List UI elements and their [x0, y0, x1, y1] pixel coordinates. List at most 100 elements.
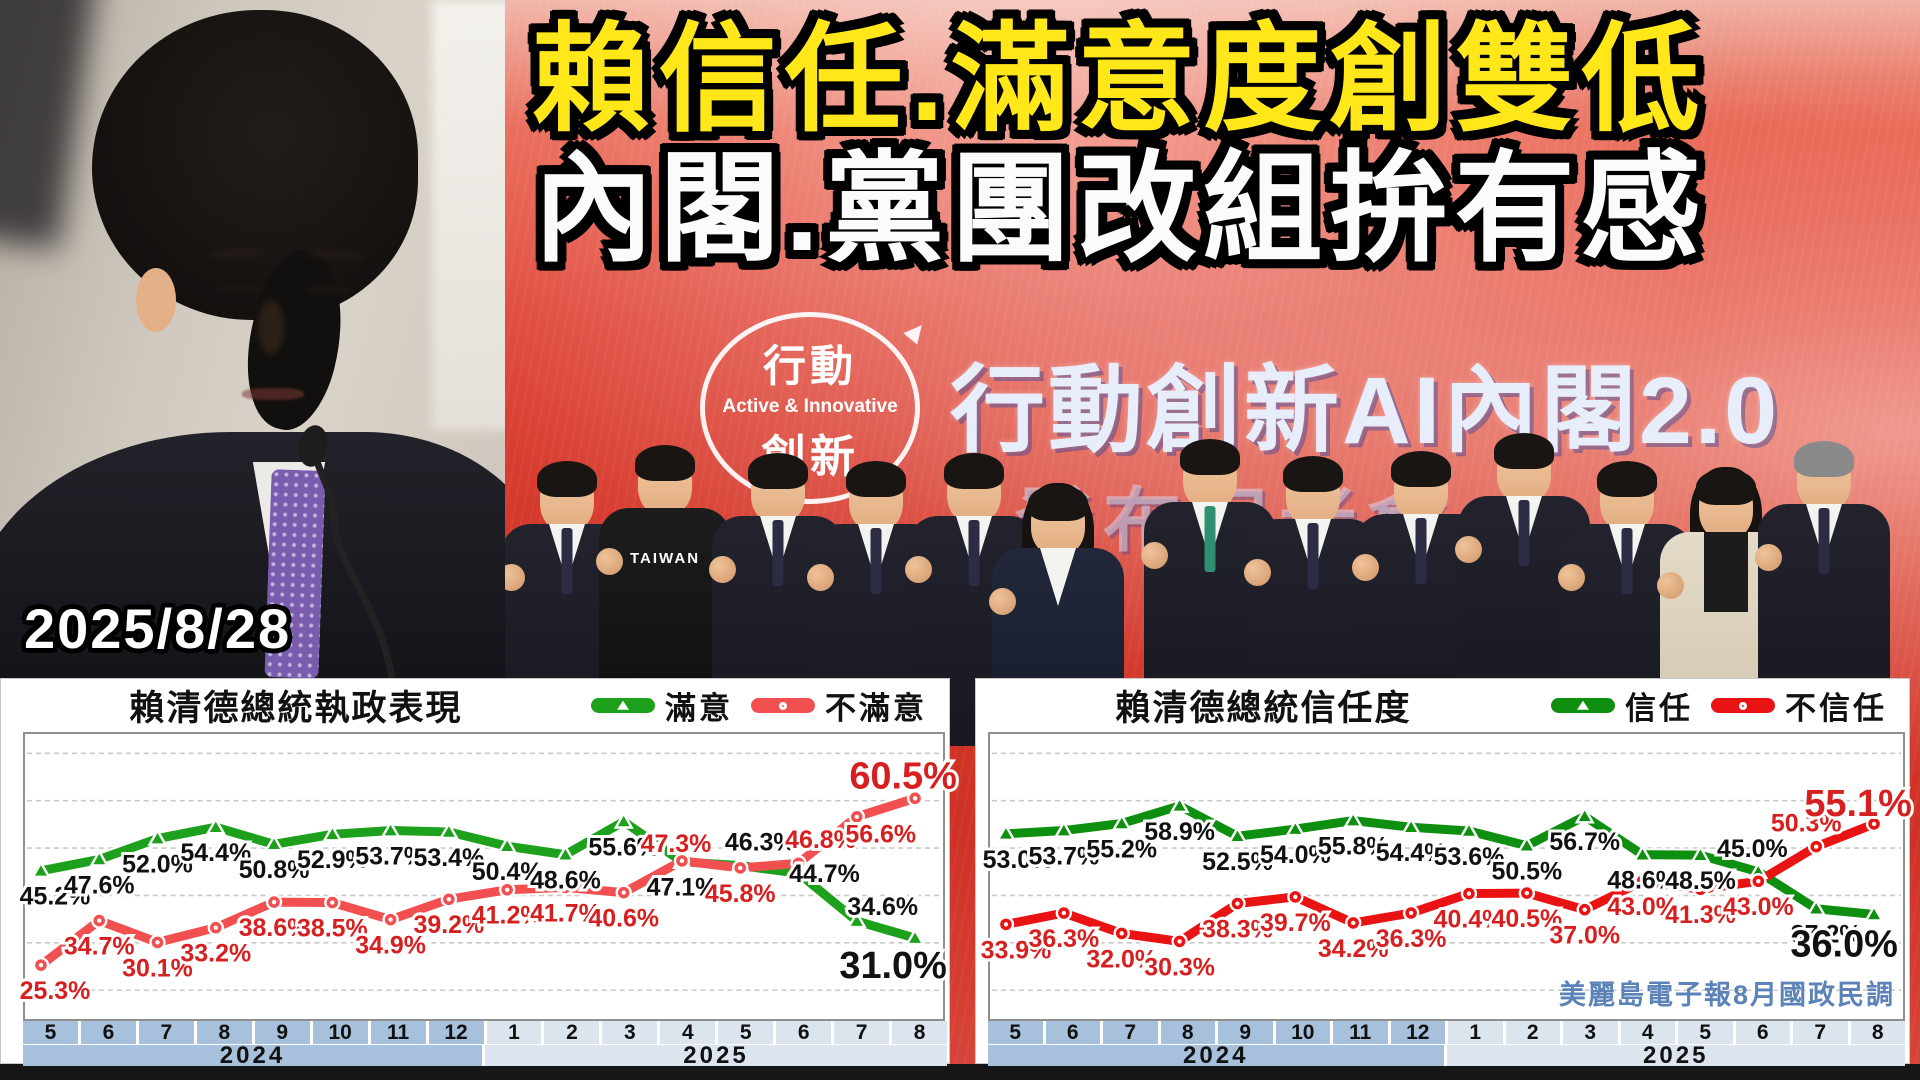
svg-text:45.2%: 45.2%: [20, 883, 91, 911]
svg-text:53.7%: 53.7%: [1028, 842, 1099, 870]
raised-fist: [1352, 554, 1379, 581]
svg-text:48.6%: 48.6%: [530, 867, 601, 895]
svg-text:41.7%: 41.7%: [530, 899, 601, 927]
raised-fist: [1558, 564, 1585, 591]
person-head: [748, 453, 808, 524]
raised-fist: [1244, 559, 1271, 586]
svg-text:38.6%: 38.6%: [239, 914, 310, 942]
svg-text:32.0%: 32.0%: [1086, 945, 1157, 973]
svg-text:54.4%: 54.4%: [1376, 839, 1447, 867]
legend-satisfied-label: 滿意: [665, 691, 733, 726]
person-head: [635, 445, 695, 516]
taiwan-shirt-label: TAIWAN: [629, 550, 701, 567]
svg-text:43.0%: 43.0%: [1607, 893, 1678, 921]
person-head: [1022, 483, 1094, 585]
president-hair: [92, 10, 418, 320]
month-tick: 11: [1333, 1021, 1391, 1044]
svg-text:48.5%: 48.5%: [1665, 867, 1736, 895]
year-band: 2025: [1446, 1042, 1905, 1069]
person-head: [1494, 433, 1554, 504]
month-tick: 3: [1563, 1021, 1621, 1044]
raised-fist: [596, 548, 623, 575]
month-tick: 8: [196, 1021, 255, 1044]
svg-text:55.6%: 55.6%: [588, 833, 659, 861]
svg-text:55.8%: 55.8%: [1318, 832, 1389, 860]
month-tick: 7: [1793, 1021, 1851, 1044]
president-photo: 2025/8/28: [0, 0, 505, 678]
headline-line1: 賴信任.滿意度創雙低: [532, 14, 1708, 146]
president-eye: [304, 286, 350, 295]
year-band: 2024: [988, 1042, 1447, 1069]
month-tick: 11: [370, 1021, 429, 1044]
trust-plot-area: 53.0% 53.7% 55.2% 58.9% 52.5% 54.0% 55.8% 54.4%…: [978, 732, 1915, 1021]
svg-text:48.6%: 48.6%: [1607, 867, 1678, 895]
month-tick: 10: [312, 1021, 371, 1044]
month-tick: 2: [544, 1021, 603, 1044]
person-head: [1794, 441, 1854, 512]
svg-text:55.1%: 55.1%: [1804, 783, 1911, 825]
year-band: 2025: [485, 1042, 947, 1069]
svg-text:40.5%: 40.5%: [1491, 905, 1562, 933]
approval-chart: 賴清德總統執政表現 滿意 不滿意 45.2% 47.6% 52.0% 54.4% 50.…: [0, 678, 960, 1069]
svg-text:40.6%: 40.6%: [588, 905, 659, 933]
microphone-icon: [298, 425, 396, 678]
poll-source-watermark: 美麗島電子報8月國政民調: [1558, 980, 1895, 1010]
svg-text:34.7%: 34.7%: [64, 933, 135, 961]
svg-text:45.8%: 45.8%: [705, 880, 776, 908]
svg-text:31.0%: 31.0%: [839, 945, 946, 987]
trust-month-axis: 5 6 7 8 9 10 11 12 1 2 3 4 5 6 7 8: [988, 1021, 1905, 1044]
svg-text:36.0%: 36.0%: [1790, 923, 1897, 965]
svg-text:37.0%: 37.0%: [1549, 922, 1620, 950]
approval-chart-header: 賴清德總統執政表現 滿意 不滿意: [1, 679, 949, 732]
person-head: [1597, 461, 1657, 532]
approval-month-axis: 5 6 7 8 9 10 11 12 1 2 3 4 5 6 7 8: [23, 1021, 947, 1044]
president-mouth: [242, 388, 304, 400]
svg-text:53.4%: 53.4%: [414, 844, 485, 872]
legend-trust-label: 信任: [1625, 691, 1693, 726]
month-tick: 7: [1103, 1021, 1161, 1044]
svg-text:37.2%: 37.2%: [1791, 921, 1862, 949]
month-tick: 9: [254, 1021, 313, 1044]
svg-text:44.7%: 44.7%: [789, 860, 860, 888]
svg-text:40.4%: 40.4%: [1434, 905, 1505, 933]
person-head: [1690, 467, 1762, 569]
svg-text:30.3%: 30.3%: [1144, 953, 1215, 981]
svg-text:60.5%: 60.5%: [849, 755, 956, 797]
month-tick: 12: [428, 1021, 487, 1044]
president-eye: [216, 284, 262, 293]
month-tick: 12: [1390, 1021, 1448, 1044]
approval-chart-legend: 滿意 不滿意: [591, 683, 935, 728]
approval-plot-area: 45.2% 47.6% 52.0% 54.4% 50.8% 52.9% 53.7% 53.4%…: [17, 732, 960, 1021]
month-tick: 4: [660, 1021, 719, 1044]
approval-year-axis: 2024 2025: [23, 1042, 947, 1069]
svg-text:52.0%: 52.0%: [122, 851, 193, 879]
month-tick: 10: [1275, 1021, 1333, 1044]
person-head: [1391, 451, 1451, 522]
legend-distrust-label: 不信任: [1785, 691, 1887, 726]
month-tick: 8: [1160, 1021, 1218, 1044]
backdrop-banner-text: 行動創新AI內閣2.0: [950, 358, 1781, 464]
svg-text:34.2%: 34.2%: [1318, 935, 1389, 963]
svg-text:52.5%: 52.5%: [1202, 848, 1273, 876]
svg-text:54.0%: 54.0%: [1260, 841, 1331, 869]
svg-text:56.6%: 56.6%: [845, 821, 916, 849]
svg-text:46.3%: 46.3%: [725, 829, 796, 857]
month-tick: 6: [1045, 1021, 1103, 1044]
month-tick: 6: [80, 1021, 139, 1044]
svg-text:36.3%: 36.3%: [1376, 925, 1447, 953]
legend-dissatisfied-label: 不滿意: [825, 691, 927, 726]
svg-text:45.0%: 45.0%: [1717, 835, 1788, 863]
svg-text:56.7%: 56.7%: [1549, 828, 1620, 856]
headline-line2: 內閣.黨團改組拚有感: [533, 142, 1707, 277]
date-label: 2025/8/28: [24, 597, 292, 660]
svg-text:33.2%: 33.2%: [180, 940, 251, 968]
trust-year-axis: 2024 2025: [988, 1042, 1905, 1069]
raised-fist: [807, 564, 834, 591]
president-suit: [0, 432, 505, 678]
raised-fist: [1141, 542, 1168, 569]
trust-chart-header: 賴清德總統信任度 信任 不信任: [976, 679, 1909, 732]
month-tick: 5: [988, 1021, 1046, 1044]
photo-light-pillar: [432, 0, 505, 430]
svg-text:54.4%: 54.4%: [180, 839, 251, 867]
